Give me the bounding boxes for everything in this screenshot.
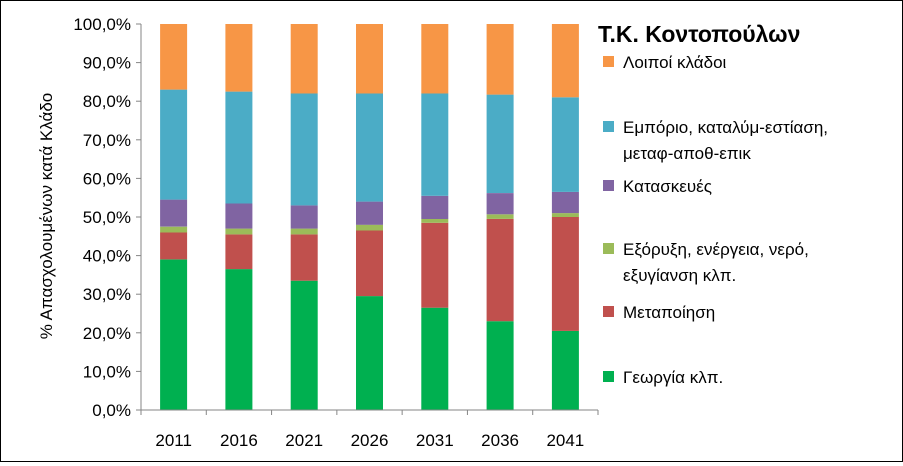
bar-segment [486, 218, 514, 322]
bar-segment [551, 213, 579, 217]
bar-segment [160, 24, 188, 90]
x-tick-label: 2031 [416, 431, 454, 450]
y-tick-label: 90,0% [83, 54, 131, 73]
bar-segment [225, 91, 253, 204]
bar-segment [290, 228, 318, 235]
y-tick-label: 20,0% [83, 324, 131, 343]
bar-segment [421, 24, 449, 94]
bar-segment [225, 24, 253, 92]
y-tick-label: 80,0% [83, 92, 131, 111]
bar-segment [421, 222, 449, 308]
x-tick-label: 2021 [285, 431, 323, 450]
bar-segment [486, 193, 514, 215]
bar-segment [290, 93, 318, 206]
x-tick-label: 2016 [220, 431, 258, 450]
plot-area [160, 24, 579, 410]
legend-swatch [603, 180, 614, 191]
legend-label: Γεωργία κλπ. [623, 368, 723, 387]
y-tick-label: 50,0% [83, 208, 131, 227]
bar-segment [551, 330, 579, 410]
legend-label: μεταφ-αποθ-επικ [623, 144, 751, 163]
y-tick-label: 30,0% [83, 285, 131, 304]
legend-label: εξυγίανση κλπ. [623, 266, 736, 285]
legend: Λοιποί κλάδοι Εμπόριο, καταλύμ-εστίαση, με… [603, 53, 828, 387]
legend-swatch [603, 243, 614, 254]
bar-segment [290, 234, 318, 281]
y-axis: 0,0% 10,0% 20,0% 30,0% 40,0% 50,0% 60,0% 70,0% 8… [73, 15, 142, 420]
legend-swatch [603, 121, 614, 132]
y-tick-label: 100,0% [73, 15, 131, 34]
x-tick-label: 2041 [546, 431, 584, 450]
bar-segment [421, 218, 449, 223]
bar-segment [160, 232, 188, 260]
bar-segment [421, 307, 449, 410]
legend-label: Εξόρυξη, ενέργεια, νερό, [623, 240, 809, 259]
legend-swatch [603, 56, 614, 67]
bar-segment [421, 195, 449, 219]
legend-label: Εμπόριο, καταλύμ-εστίαση, [623, 118, 828, 137]
bar-segment [356, 93, 383, 202]
x-tick-label: 2011 [155, 431, 192, 450]
bar-segment [551, 191, 579, 214]
bar-segment [486, 94, 514, 193]
legend-label: Λοιποί κλάδοι [623, 53, 727, 72]
bar-segment [225, 203, 253, 229]
bar-segment [290, 24, 318, 94]
y-tick-label: 0,0% [92, 401, 131, 420]
chart-title: Τ.Κ. Κοντοπούλων [598, 21, 800, 47]
bar-segment [551, 217, 579, 331]
bar-segment [486, 214, 514, 219]
x-tick-label: 2026 [351, 431, 389, 450]
bar-segment [356, 230, 383, 297]
bar-segment [225, 228, 253, 235]
bar-segment [421, 93, 449, 196]
bar-segment [356, 24, 383, 94]
bar-segment [551, 24, 579, 98]
legend-swatch [603, 306, 614, 317]
bar-segment [486, 321, 514, 410]
bar-segment [160, 199, 188, 227]
legend-label: Μεταποίηση [623, 303, 715, 322]
bar-segment [356, 201, 383, 225]
bar-segment [551, 97, 579, 192]
bar-segment [290, 205, 318, 229]
bar-segment [486, 24, 514, 95]
x-tick-label: 2036 [481, 431, 519, 450]
legend-swatch [603, 371, 614, 382]
bar-segment [356, 296, 383, 410]
bar-segment [160, 226, 188, 233]
bar-segment [225, 234, 253, 270]
x-axis: 2011 2016 2021 2026 2031 2036 2041 [140, 409, 599, 450]
legend-label: Κατασκευές [623, 177, 712, 196]
bar-segment [290, 280, 318, 410]
y-tick-label: 10,0% [83, 362, 131, 381]
bar-segment [356, 224, 383, 231]
y-tick-label: 40,0% [83, 247, 131, 266]
bar-segment [160, 89, 188, 200]
y-tick-label: 70,0% [83, 131, 131, 150]
bar-segment [160, 259, 188, 410]
y-axis-title: % Απασχολουμένων κατά Κλάδο [37, 93, 56, 339]
y-tick-label: 60,0% [83, 169, 131, 188]
bar-segment [225, 269, 253, 410]
